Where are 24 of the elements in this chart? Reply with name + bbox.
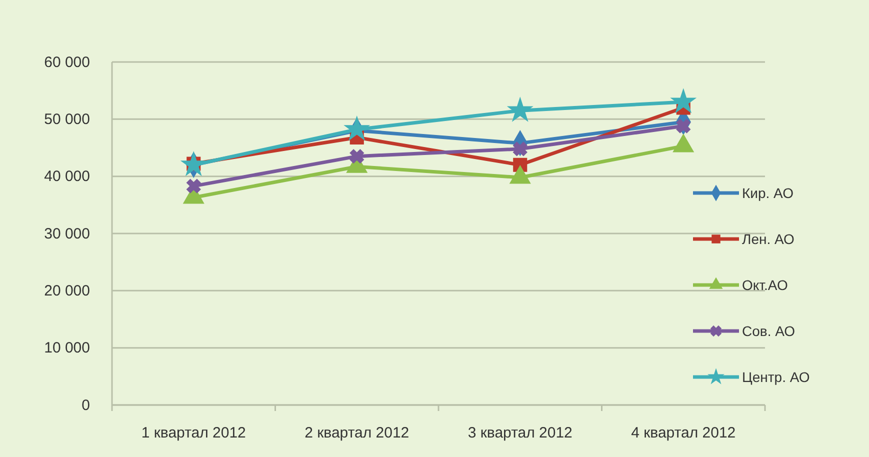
point [350, 149, 364, 164]
legend-label: Кир. АО [742, 185, 794, 201]
y-tick-label: 50 000 [44, 110, 90, 128]
y-tick-label: 0 [82, 396, 90, 414]
point [344, 116, 370, 140]
y-tick-label: 60 000 [44, 54, 90, 71]
x-tick-label: 3 квартал 2012 [468, 424, 572, 442]
x-tick-label: 1 квартал 2012 [141, 424, 246, 442]
x-tick-label: 2 квартал 2012 [304, 424, 410, 442]
y-tick-label: 30 000 [44, 225, 90, 242]
legend-label: Окт.АО [742, 277, 788, 293]
y-tick-label: 40 000 [44, 168, 90, 186]
point [181, 152, 206, 176]
y-tick-label: 20 000 [44, 282, 90, 300]
point [671, 89, 696, 112]
point [512, 142, 528, 156]
point [186, 178, 201, 194]
legend-label: Лен. АО [742, 231, 795, 247]
legend-label: Центр. АО [742, 369, 810, 385]
point [508, 98, 532, 122]
point [676, 118, 691, 134]
x-tick-label: 4 квартал 2012 [631, 424, 736, 442]
y-tick-label: 10 000 [44, 340, 90, 357]
legend-label: Сов. АО [742, 323, 796, 339]
